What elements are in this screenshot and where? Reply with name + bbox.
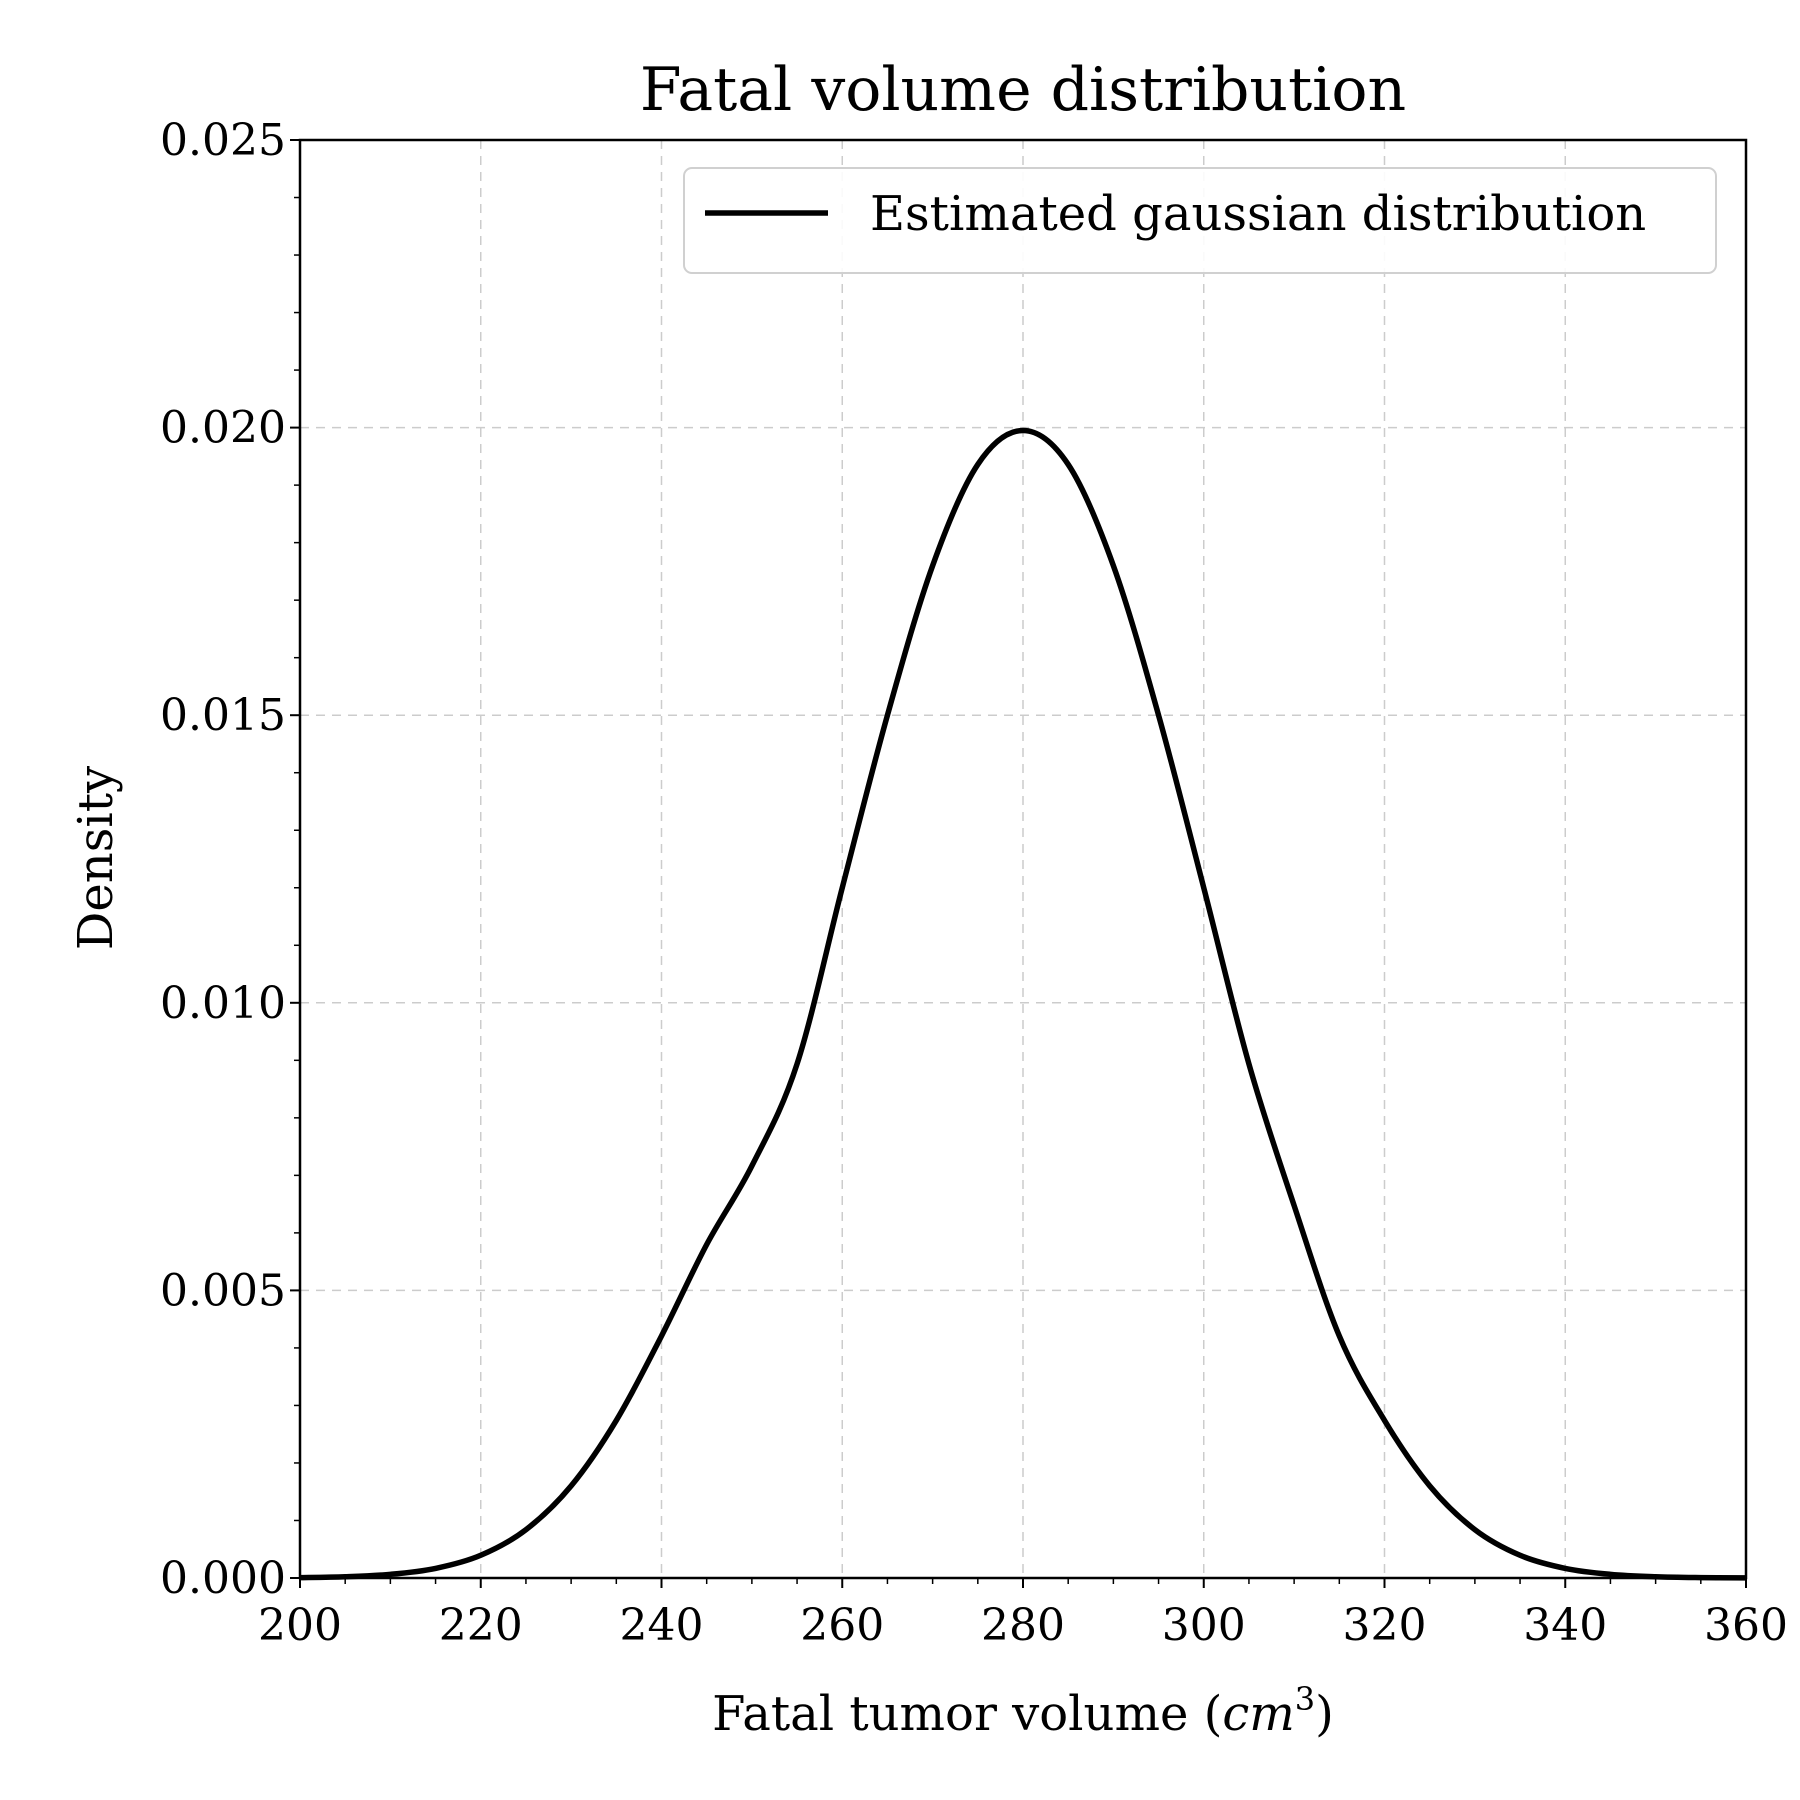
series-line-0 (299, 427, 1747, 1581)
x-tick-label: 260 (800, 1600, 884, 1651)
x-tick-label: 240 (620, 1600, 704, 1651)
x-tick-label: 280 (981, 1600, 1065, 1651)
curve-layer (299, 427, 1747, 1581)
x-tick-label: 220 (439, 1600, 523, 1651)
y-tick-label: 0.010 (160, 978, 286, 1029)
y-tick-label: 0.005 (160, 1265, 286, 1316)
x-axis-label-exponent: 3 (1295, 1680, 1315, 1718)
x-tick-label: 340 (1523, 1600, 1607, 1651)
x-axis-label: Fatal tumor volume (cm3) (712, 1680, 1334, 1742)
y-tick-label: 0.020 (160, 403, 286, 454)
chart-title: Fatal volume distribution (640, 55, 1406, 125)
legend-box (683, 167, 1717, 274)
x-tick-label: 360 (1704, 1600, 1788, 1651)
legend-label: Estimated gaussian distribution (870, 186, 1646, 242)
x-tick-label: 300 (1162, 1600, 1246, 1651)
x-tick-label: 200 (258, 1600, 342, 1651)
ticks-layer (290, 139, 1747, 1588)
x-axis-label-unit: cm (1222, 1686, 1294, 1742)
y-axis-label: Density (68, 766, 124, 950)
x-axis-label-suffix: ) (1315, 1686, 1334, 1742)
labels-layer: 200 220 240 260 280 300 320 340 360 0.000 0.005 0.0… (160, 115, 1788, 1651)
x-axis-label-text: Fatal tumor volume ( (712, 1686, 1222, 1742)
y-tick-label: 0.000 (160, 1553, 286, 1604)
grid-layer (300, 140, 1746, 1578)
legend: Estimated gaussian distribution (683, 167, 1717, 274)
x-tick-label: 320 (1343, 1600, 1427, 1651)
y-tick-label: 0.015 (160, 690, 286, 741)
y-tick-label: 0.025 (160, 115, 286, 166)
